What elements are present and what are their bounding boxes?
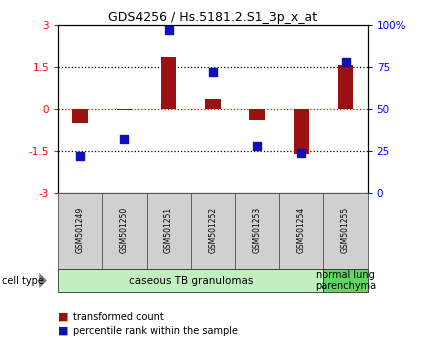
Text: GSM501250: GSM501250: [120, 206, 129, 253]
Point: [342, 59, 349, 64]
Point: [209, 69, 216, 75]
Text: GSM501255: GSM501255: [341, 206, 350, 253]
Bar: [279, 193, 323, 269]
Point: [77, 153, 83, 159]
Bar: [323, 193, 368, 269]
Bar: [205, 99, 221, 109]
Bar: [338, 65, 353, 109]
Point: [165, 27, 172, 33]
Text: GSM501253: GSM501253: [252, 206, 261, 253]
Polygon shape: [40, 274, 46, 287]
Bar: [235, 193, 279, 269]
Text: percentile rank within the sample: percentile rank within the sample: [73, 326, 238, 336]
Bar: [72, 109, 88, 123]
Bar: [191, 193, 235, 269]
Bar: [102, 193, 147, 269]
Text: GSM501252: GSM501252: [209, 206, 217, 252]
Bar: [161, 57, 176, 109]
Text: ■: ■: [58, 326, 68, 336]
Text: GSM501254: GSM501254: [297, 206, 306, 253]
Text: normal lung
parenchyma: normal lung parenchyma: [315, 270, 376, 291]
Text: GSM501249: GSM501249: [76, 206, 85, 253]
Text: caseous TB granulomas: caseous TB granulomas: [129, 275, 253, 286]
Bar: [249, 109, 265, 120]
Bar: [117, 109, 132, 110]
Bar: [147, 193, 191, 269]
Title: GDS4256 / Hs.5181.2.S1_3p_x_at: GDS4256 / Hs.5181.2.S1_3p_x_at: [108, 11, 317, 24]
Bar: [58, 193, 102, 269]
Bar: [294, 109, 309, 154]
Point: [121, 136, 128, 142]
Text: cell type: cell type: [2, 275, 44, 286]
Text: transformed count: transformed count: [73, 312, 164, 322]
Point: [254, 143, 261, 149]
Bar: [323, 269, 368, 292]
Text: ■: ■: [58, 312, 68, 322]
Point: [298, 150, 305, 155]
Text: GSM501251: GSM501251: [164, 206, 173, 252]
Bar: [58, 269, 323, 292]
